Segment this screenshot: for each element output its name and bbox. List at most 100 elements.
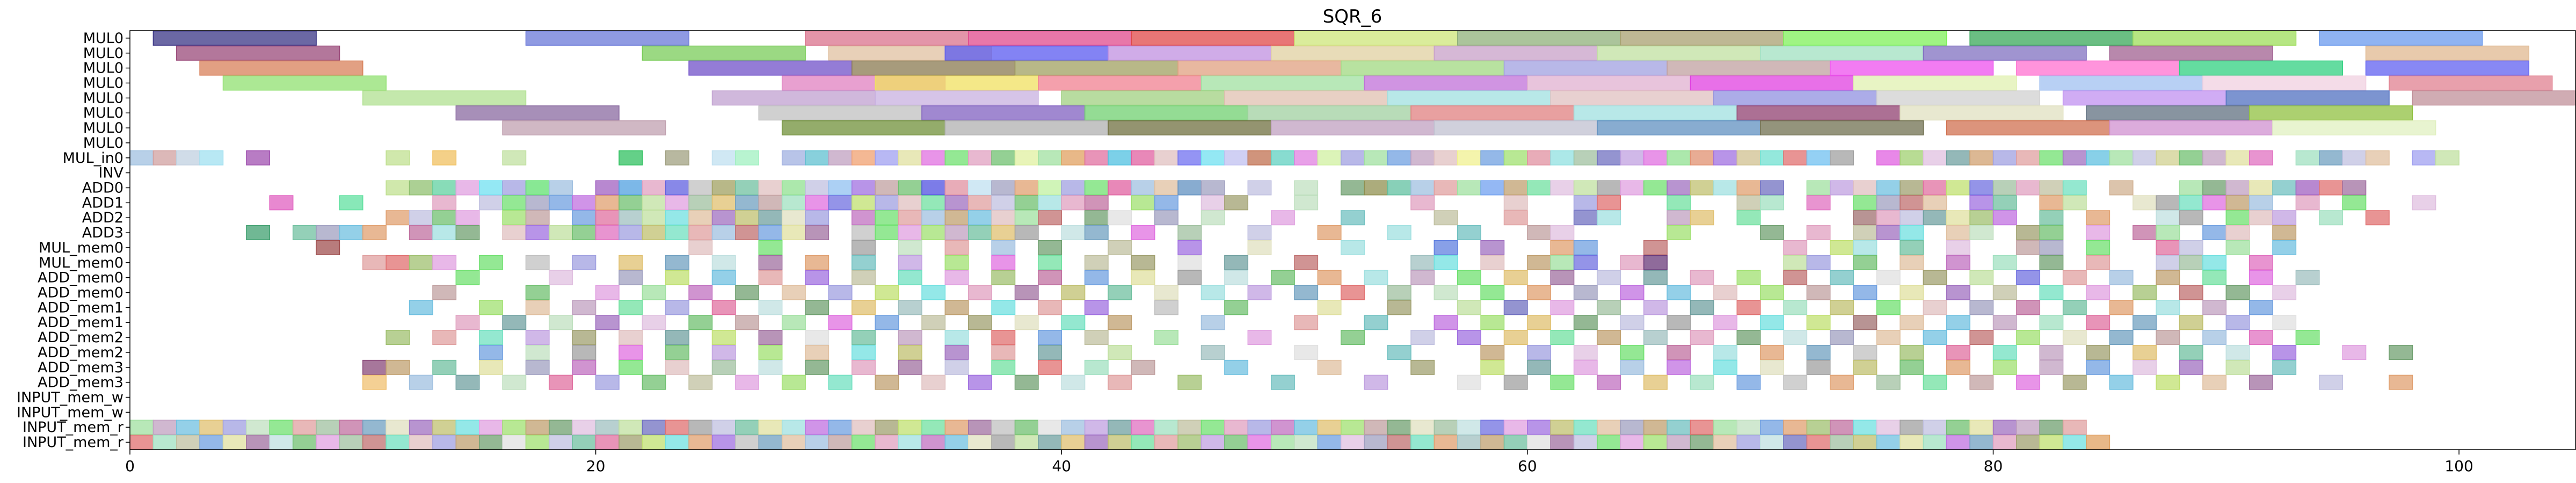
task-bar	[362, 359, 387, 375]
task-bar	[1550, 180, 1575, 196]
task-bar	[618, 344, 643, 360]
task-bar	[199, 435, 224, 450]
task-bar	[805, 180, 829, 196]
task-bar	[665, 180, 689, 196]
task-bar	[1480, 420, 1505, 435]
task-bar	[1946, 240, 1970, 255]
task-bar	[2225, 90, 2390, 106]
task-bar	[1387, 420, 1411, 435]
task-bar	[549, 435, 573, 450]
task-bar	[1410, 270, 1435, 285]
task-bar	[572, 435, 596, 450]
task-bar	[875, 225, 899, 241]
task-bar	[549, 420, 573, 435]
task-bar	[805, 30, 969, 46]
task-bar	[642, 45, 806, 61]
task-bar	[455, 210, 480, 226]
task-bar	[1387, 180, 1411, 196]
task-bar	[1038, 255, 1063, 270]
task-bar	[1433, 420, 1458, 435]
task-bar	[1317, 359, 1342, 375]
task-bar	[1946, 255, 1970, 270]
task-bar	[991, 225, 1016, 241]
task-bar	[1503, 330, 1528, 345]
task-bar	[805, 435, 829, 450]
task-bar	[362, 374, 387, 390]
task-bar	[2319, 180, 2343, 196]
task-bar	[1736, 420, 1761, 435]
task-bar	[1131, 180, 1155, 196]
task-bar	[2179, 285, 2203, 300]
task-bar	[1853, 285, 1878, 300]
task-bar	[735, 180, 760, 196]
task-bar	[2039, 435, 2064, 450]
task-bar	[1527, 315, 1552, 330]
task-bar	[735, 374, 760, 390]
task-bar	[991, 240, 1016, 255]
task-bar	[1853, 210, 1878, 226]
task-bar	[1038, 75, 1202, 91]
task-bar	[1410, 105, 1575, 121]
task-bar	[1969, 30, 2134, 46]
task-bar	[2295, 270, 2320, 285]
task-bar	[1830, 240, 1854, 255]
task-bar	[1131, 195, 1155, 211]
task-bar	[1597, 180, 1621, 196]
task-bar	[1923, 210, 1947, 226]
row-label: ADD_mem2	[38, 344, 123, 361]
task-bar	[944, 300, 969, 315]
task-bar	[525, 210, 550, 226]
task-bar	[2179, 344, 2203, 360]
task-bar	[409, 225, 433, 241]
task-bar	[432, 150, 457, 165]
task-bar	[1224, 435, 1249, 450]
task-bar	[1643, 180, 1668, 196]
task-bar	[1597, 270, 1621, 285]
row-label: MUL0	[83, 90, 123, 106]
task-bar	[478, 435, 503, 450]
task-bar	[1830, 330, 1854, 345]
task-bar	[2086, 225, 2111, 241]
task-bar	[2202, 374, 2227, 390]
task-bar	[1690, 300, 1714, 315]
task-bar	[176, 435, 200, 450]
task-bar	[1667, 359, 1691, 375]
task-bar	[1084, 195, 1109, 211]
row-label: MUL0	[83, 45, 123, 62]
task-bar	[1573, 420, 1598, 435]
task-bar	[2319, 150, 2343, 165]
task-bar	[967, 285, 992, 300]
task-bar	[2039, 344, 2064, 360]
task-bar	[828, 315, 853, 330]
task-bar	[1108, 240, 1132, 255]
task-bar	[1876, 435, 1901, 450]
task-bar	[921, 150, 946, 165]
task-bar	[2225, 285, 2250, 300]
task-bar	[898, 270, 922, 285]
task-bar	[1038, 150, 1063, 165]
task-bar	[1247, 240, 1272, 255]
task-bar	[1853, 75, 2017, 91]
task-bar	[269, 420, 294, 435]
task-bar	[455, 435, 480, 450]
task-bar	[665, 300, 689, 315]
task-bar	[502, 120, 666, 136]
task-bar	[1200, 285, 1225, 300]
task-bar	[921, 225, 946, 241]
task-bar	[967, 195, 992, 211]
task-bar	[1224, 270, 1249, 285]
task-bar	[1736, 300, 1761, 315]
task-bar	[2016, 240, 2041, 255]
task-bar	[1806, 150, 1831, 165]
task-bar	[409, 374, 433, 390]
task-bar	[1014, 60, 1178, 76]
task-bar	[1457, 300, 1481, 315]
task-bar	[2086, 210, 2111, 226]
task-bar	[1946, 120, 2111, 136]
task-bar	[1830, 150, 1854, 165]
row-label: MUL0	[83, 105, 123, 121]
task-bar	[1690, 420, 1714, 435]
x-axis: 0 20 40 60 80 100	[125, 450, 2473, 475]
task-bar	[944, 344, 969, 360]
task-bar	[1806, 344, 1831, 360]
